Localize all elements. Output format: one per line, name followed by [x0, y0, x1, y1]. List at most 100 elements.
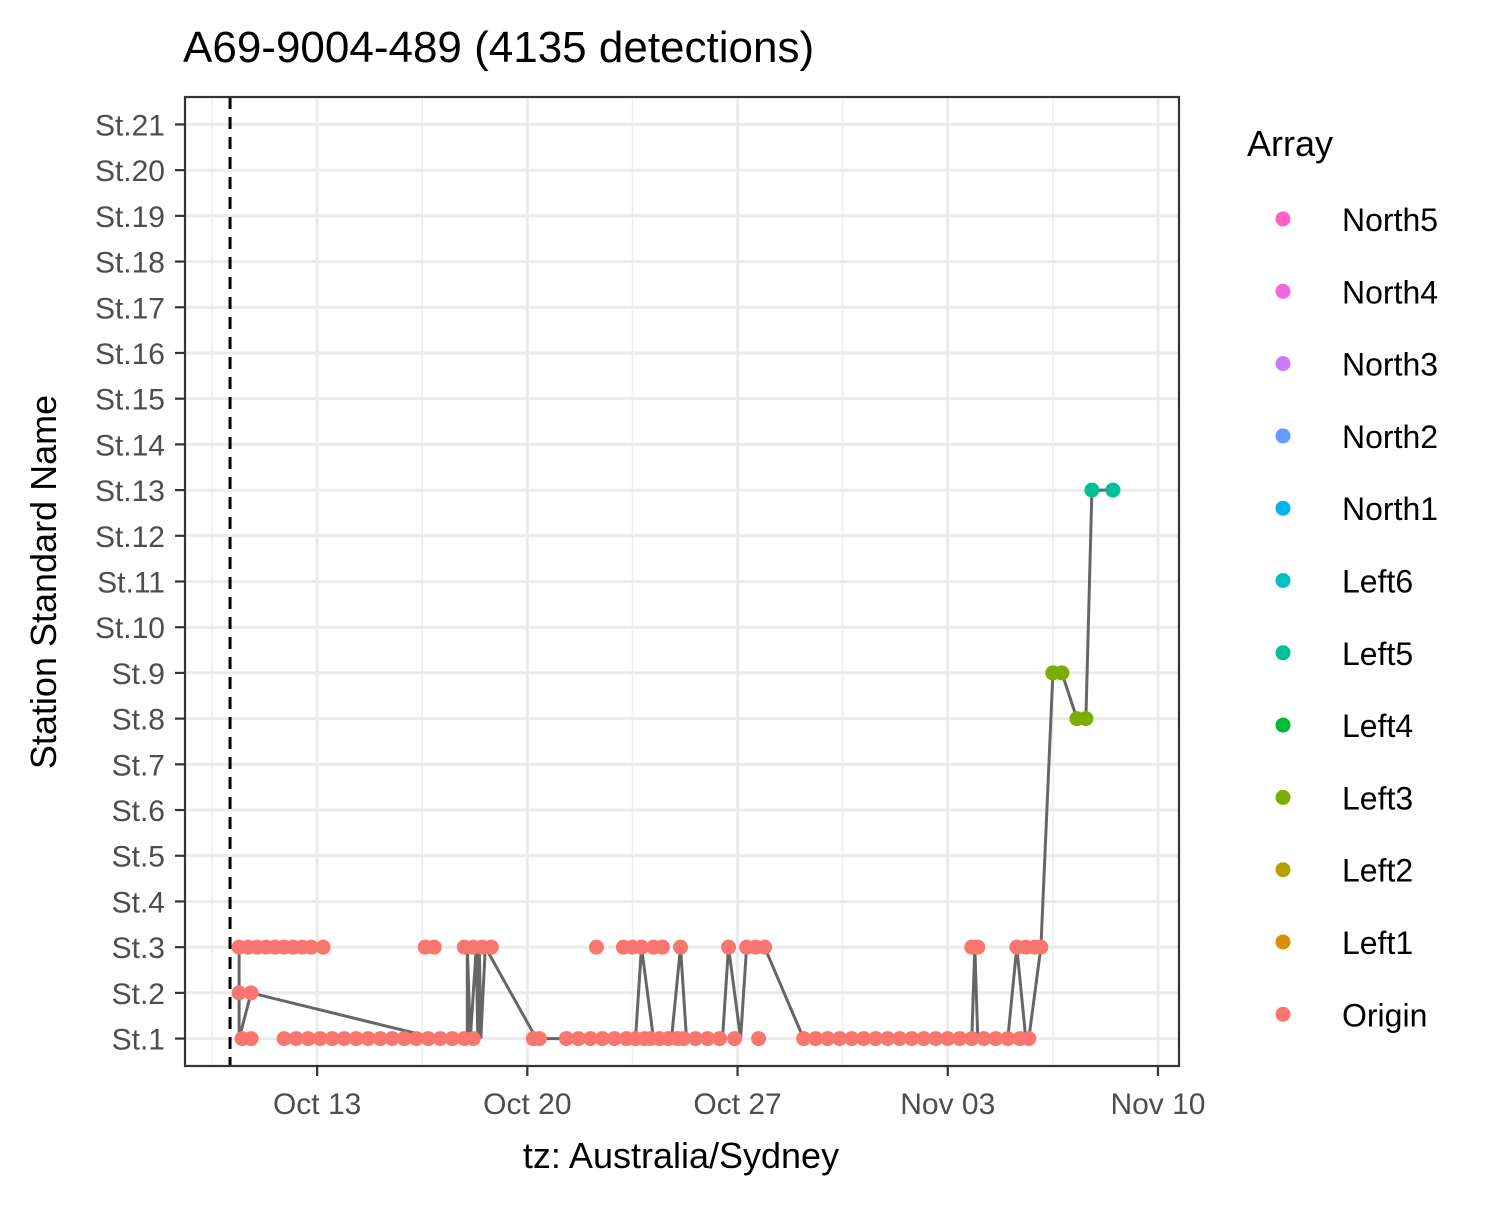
legend-label-left1: Left1	[1342, 925, 1413, 961]
point-origin	[231, 985, 247, 1001]
point-origin	[384, 1031, 400, 1047]
point-origin	[928, 1031, 944, 1047]
point-origin	[243, 985, 259, 1001]
point-origin	[832, 1031, 848, 1047]
legend-label-left2: Left2	[1342, 853, 1413, 889]
legend-key-north5	[1275, 211, 1291, 227]
y-tick-label: St.8	[112, 704, 165, 737]
legend-key-origin	[1275, 1006, 1291, 1022]
point-origin	[360, 1031, 376, 1047]
legend-label-left5: Left5	[1342, 636, 1413, 672]
point-origin	[808, 1031, 824, 1047]
point-origin	[964, 1031, 980, 1047]
point-origin	[676, 1031, 692, 1047]
legend-key-left6	[1275, 573, 1291, 588]
y-tick-label: St.12	[95, 521, 165, 554]
point-origin	[757, 939, 773, 955]
y-tick-label: St.3	[112, 932, 165, 965]
y-tick-label: St.14	[95, 429, 165, 462]
point-origin	[727, 1031, 743, 1047]
point-origin	[324, 1031, 340, 1047]
point-origin	[976, 1031, 992, 1047]
legend-label-origin: Origin	[1342, 997, 1427, 1033]
point-origin	[432, 1031, 448, 1047]
point-origin	[312, 1031, 328, 1047]
point-origin	[820, 1031, 836, 1047]
legend-key-left4	[1275, 717, 1291, 733]
point-origin	[672, 939, 688, 955]
point-origin	[712, 1031, 728, 1047]
point-origin	[880, 1031, 896, 1047]
point-origin	[303, 939, 319, 955]
point-origin	[594, 1031, 610, 1047]
legend-key-left1	[1275, 934, 1291, 950]
y-tick-label: St.15	[95, 384, 165, 417]
x-tick-label: Oct 13	[273, 1088, 361, 1121]
x-axis-title: tz: Australia/Sydney	[523, 1135, 839, 1176]
point-origin	[751, 1031, 767, 1047]
legend-label-north1: North1	[1342, 491, 1438, 527]
plot-area: St.1 St.2 St.3 St.4 St.5 St.6 St.7 St.8 St.9 St.1…	[95, 95, 1206, 1121]
point-origin	[243, 1031, 259, 1047]
legend-key-north3	[1275, 356, 1291, 372]
y-tick-label: St.19	[95, 201, 165, 234]
legend-label-north2: North2	[1342, 419, 1438, 455]
legend-key-north4	[1275, 283, 1291, 299]
point-origin	[700, 1031, 716, 1047]
point-origin	[348, 1031, 364, 1047]
legend-label-left3: Left3	[1342, 780, 1413, 816]
y-tick-label: St.13	[95, 475, 165, 508]
y-tick-label: St.11	[97, 567, 165, 600]
point-origin	[396, 1031, 412, 1047]
y-tick-label: St.7	[112, 749, 165, 782]
point-origin	[904, 1031, 920, 1047]
x-tick-label: Oct 20	[483, 1088, 571, 1121]
point-origin	[844, 1031, 860, 1047]
point-origin	[868, 1031, 884, 1047]
point-origin	[315, 939, 331, 955]
point-origin	[952, 1031, 968, 1047]
point-left3	[1078, 711, 1094, 727]
y-tick-label: St.16	[95, 338, 165, 371]
y-tick-label: St.5	[112, 841, 165, 874]
point-origin	[558, 1031, 574, 1047]
legend-label-north4: North4	[1342, 274, 1438, 310]
legend-key-left5	[1275, 645, 1291, 661]
y-tick-label: St.10	[95, 612, 165, 645]
point-origin	[408, 1031, 424, 1047]
point-origin	[588, 939, 604, 955]
point-origin	[465, 1031, 481, 1047]
point-origin	[606, 1031, 622, 1047]
y-tick-label: St.17	[95, 292, 165, 325]
y-axis-title: Station Standard Name	[23, 395, 64, 769]
point-origin	[988, 1031, 1004, 1047]
point-origin	[796, 1031, 812, 1047]
point-origin	[300, 1031, 316, 1047]
point-origin	[336, 1031, 352, 1047]
legend-key-north2	[1275, 428, 1291, 444]
y-tick-label: St.1	[112, 1024, 165, 1057]
x-tick-label: Nov 10	[1110, 1088, 1205, 1121]
point-origin	[916, 1031, 932, 1047]
y-tick-label: St.9	[112, 658, 165, 691]
point-origin	[426, 939, 442, 955]
point-origin	[483, 939, 499, 955]
point-origin	[570, 1031, 586, 1047]
legend-key-left2	[1275, 862, 1291, 878]
chart-title: A69-9004-489 (4135 detections)	[183, 23, 814, 72]
y-tick-label: St.6	[112, 795, 165, 828]
point-left5	[1084, 482, 1100, 498]
legend-label-left6: Left6	[1342, 564, 1413, 600]
point-origin	[1000, 1031, 1016, 1047]
point-origin	[582, 1031, 598, 1047]
point-left3	[1054, 665, 1070, 681]
y-tick-label: St.20	[95, 155, 165, 188]
legend-key-north1	[1275, 500, 1291, 516]
legend-label-north3: North3	[1342, 347, 1438, 383]
point-origin	[970, 939, 986, 955]
point-origin	[288, 1031, 304, 1047]
x-tick-label: Oct 27	[693, 1088, 781, 1121]
point-origin	[654, 939, 670, 955]
y-tick-label: St.4	[112, 886, 165, 919]
